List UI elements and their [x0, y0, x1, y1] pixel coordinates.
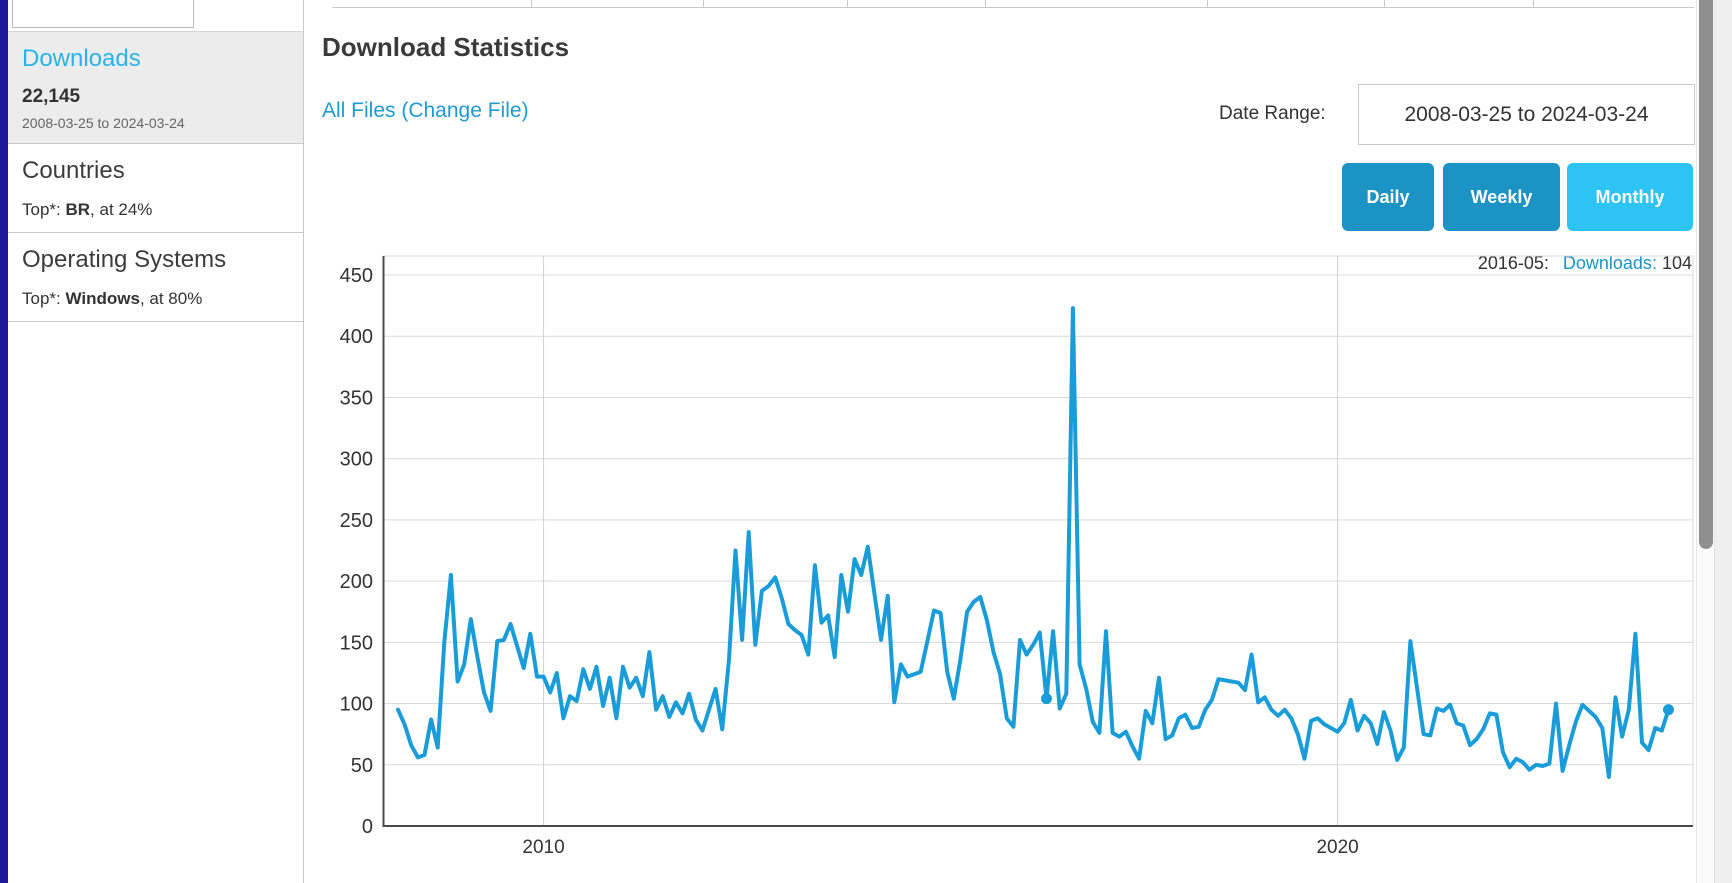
date-range-label: Date Range: [1219, 103, 1326, 124]
hover-readout-value: 104 [1656, 253, 1692, 273]
downloads-date-range: 2008-03-25 to 2024-03-24 [22, 115, 185, 131]
y-axis-tick-label: 350 [340, 387, 373, 409]
y-axis-tick-label: 200 [340, 571, 373, 593]
all-files-change-file-link[interactable]: All Files (Change File) [322, 99, 529, 122]
date-range-input[interactable] [1358, 84, 1695, 145]
cropped-tab-strip [332, 0, 1694, 8]
cropped-top-element [12, 0, 194, 28]
sidebar-sections: Downloads 22,145 2008-03-25 to 2024-03-2… [8, 31, 303, 322]
tab-strip-separator [1207, 0, 1208, 7]
countries-top-suffix: , at 24% [90, 200, 153, 219]
sidebar-item-operating-systems[interactable]: Operating Systems Top*: Windows, at 80% [8, 233, 303, 322]
countries-top-value: BR [65, 200, 91, 219]
data-point-marker[interactable] [1662, 704, 1674, 716]
tab-strip-separator [985, 0, 986, 7]
tab-strip-separator [847, 0, 848, 7]
chart-svg[interactable]: 0 50 100 150 200 250 300 350 400 450 2010 2020 [305, 225, 1695, 875]
main-content: Download Statistics All Files (Change Fi… [305, 0, 1696, 883]
tab-strip-separator [1533, 0, 1534, 7]
x-axis-tick-label: 2010 [522, 837, 564, 858]
vertical-scrollbar-track[interactable] [1696, 0, 1714, 883]
y-axis-tick-label: 0 [362, 816, 373, 838]
hover-readout: 2016-05: Downloads: 104 [305, 253, 1692, 274]
weekly-button[interactable]: Weekly [1443, 163, 1560, 231]
os-section-title[interactable]: Operating Systems [22, 246, 227, 273]
downloads-total-count: 22,145 [22, 86, 81, 107]
tab-strip-separator [531, 0, 532, 7]
os-top-value: Windows [65, 289, 140, 308]
monthly-button[interactable]: Monthly [1567, 163, 1693, 231]
window-edge-strip [0, 0, 8, 883]
y-axis-tick-label: 250 [340, 510, 373, 532]
downloads-line-chart[interactable]: 0 50 100 150 200 250 300 350 400 450 2010 2020 [305, 225, 1695, 875]
countries-section-title[interactable]: Countries [22, 157, 125, 184]
scrollbar-zone [1696, 0, 1732, 883]
os-top-stat: Top*: Windows, at 80% [22, 289, 293, 309]
stats-sidebar: Downloads 22,145 2008-03-25 to 2024-03-2… [8, 0, 304, 883]
data-point-marker[interactable] [1040, 693, 1052, 705]
window-right-gutter [1714, 0, 1732, 883]
x-axis-tick-label: 2020 [1316, 837, 1358, 858]
y-axis-tick-label: 450 [340, 265, 373, 287]
sidebar-item-downloads[interactable]: Downloads 22,145 2008-03-25 to 2024-03-2… [8, 31, 303, 144]
hover-readout-series: Downloads: [1562, 253, 1657, 273]
y-axis-tick-label: 150 [340, 632, 373, 654]
sidebar-item-countries[interactable]: Countries Top*: BR, at 24% [8, 144, 303, 233]
hover-readout-date: 2016-05: [1477, 253, 1549, 273]
countries-top-stat: Top*: BR, at 24% [22, 200, 293, 220]
tab-strip-separator [1384, 0, 1385, 7]
period-button-row: Daily Weekly Monthly [305, 163, 1693, 231]
os-top-suffix: , at 80% [139, 289, 203, 308]
downloads-series-line[interactable] [396, 306, 1671, 779]
y-axis-tick-label: 300 [340, 449, 373, 471]
y-axis-tick-label: 50 [351, 755, 373, 777]
countries-top-prefix: Top*: [22, 200, 66, 219]
y-axis-tick-label: 100 [340, 694, 373, 716]
downloads-section-title[interactable]: Downloads [22, 45, 141, 72]
page-title: Download Statistics [322, 32, 570, 62]
tab-strip-separator [703, 0, 704, 7]
vertical-scrollbar-thumb[interactable] [1699, 0, 1713, 549]
y-axis-tick-label: 400 [340, 326, 373, 348]
daily-button[interactable]: Daily [1342, 163, 1434, 231]
os-top-prefix: Top*: [22, 289, 66, 308]
